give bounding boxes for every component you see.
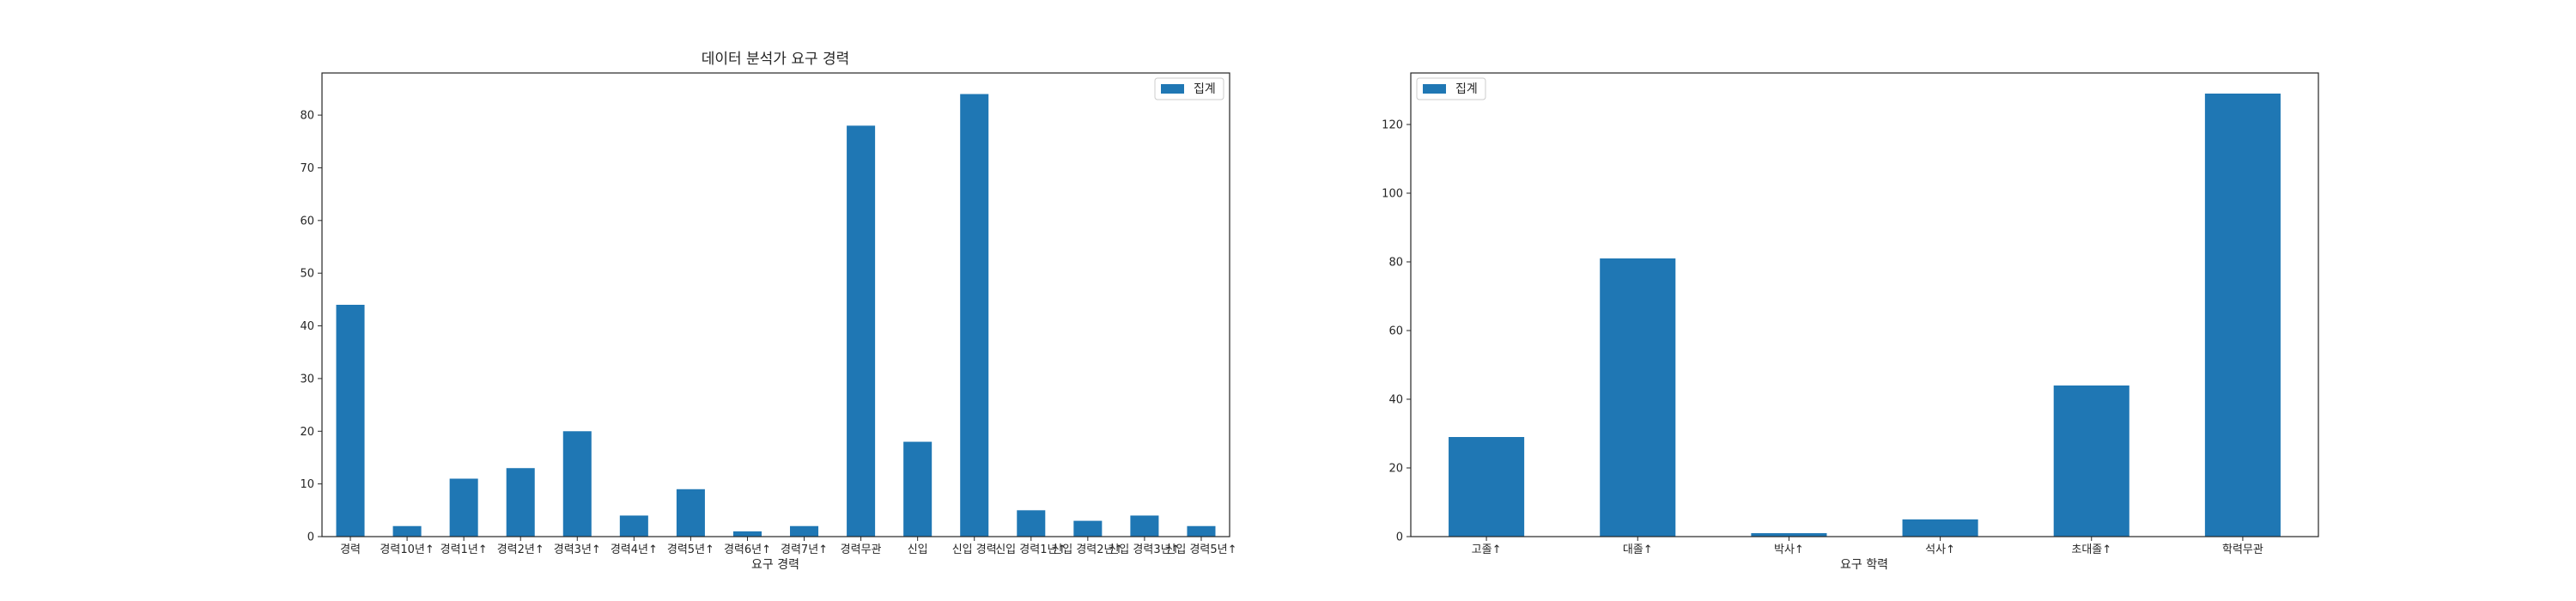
x-tick-label: 석사↑ [1925, 543, 1955, 556]
y-tick-label: 60 [1388, 325, 1403, 338]
bar-5 [619, 515, 648, 537]
experience-chart: 데이터 분석가 요구 경력 경력 경력10년↑ 경력1년↑ 경력2년↑ 경력3년↑ 경력4… [300, 51, 1236, 572]
bar-0 [336, 305, 365, 537]
legend: 집계 [1154, 77, 1224, 100]
legend: 집계 [1416, 77, 1486, 100]
bar-2 [449, 478, 478, 537]
plot-frame [321, 72, 1230, 537]
bar-6 [676, 489, 705, 537]
y-tick-label: 40 [300, 320, 314, 333]
bars [336, 94, 1216, 537]
bar-4 [562, 431, 592, 537]
y-tick-label: 0 [307, 531, 314, 544]
x-tick-label: 박사↑ [1774, 543, 1804, 556]
x-tick-label: 고졸↑ [1472, 543, 1502, 556]
bar-5 [2204, 94, 2281, 537]
bar-10 [903, 441, 933, 537]
bar-8 [790, 525, 819, 537]
y-tick-label: 100 [1382, 188, 1403, 201]
bar-14 [1130, 515, 1159, 537]
x-tick-label: 경력7년↑ [781, 543, 828, 556]
x-tick-label: 신입 경력1년↑ [995, 543, 1066, 556]
ticks: 고졸↑ 대졸↑ 박사↑ 석사↑ 초대졸↑ 학력무관 0 20 40 60 80 100 120 [1382, 119, 2263, 557]
bar-0 [1449, 437, 1525, 537]
x-tick-label: 경력1년↑ [440, 543, 488, 556]
bar-2 [1751, 533, 1827, 537]
x-tick-label: 경력3년↑ [554, 543, 601, 556]
x-tick-label: 경력5년↑ [667, 543, 714, 556]
x-tick-label: 경력4년↑ [611, 543, 658, 556]
legend-label: 집계 [1455, 82, 1478, 96]
y-tick-label: 120 [1382, 119, 1403, 132]
x-tick-label: 초대졸↑ [2071, 543, 2111, 556]
bar-9 [847, 125, 876, 537]
legend-swatch [1423, 84, 1446, 94]
y-tick-label: 60 [300, 215, 314, 228]
bar-3 [506, 468, 535, 537]
x-tick-label: 경력 [340, 543, 361, 556]
y-tick-label: 40 [1388, 394, 1403, 407]
y-tick-label: 30 [300, 373, 314, 385]
x-tick-label: 경력2년↑ [497, 543, 544, 556]
x-tick-label: 학력무관 [2222, 543, 2263, 556]
plot-frame [1410, 72, 2319, 537]
y-tick-label: 20 [300, 426, 314, 439]
bar-15 [1187, 525, 1216, 537]
y-tick-label: 10 [300, 478, 314, 491]
x-tick-label: 경력6년↑ [724, 543, 771, 556]
y-tick-label: 20 [1388, 463, 1403, 476]
chart-title: 데이터 분석가 요구 경력 [702, 51, 850, 68]
legend-swatch [1161, 84, 1184, 94]
x-tick-label: 대졸↑ [1623, 543, 1653, 556]
y-tick-label: 80 [300, 110, 314, 123]
y-tick-label: 70 [300, 162, 314, 175]
bar-1 [1600, 258, 1676, 537]
legend-frame [1416, 77, 1486, 100]
y-tick-label: 0 [1396, 531, 1403, 544]
bar-13 [1073, 520, 1103, 537]
x-tick-label: 신입 [908, 543, 928, 556]
bar-1 [392, 525, 422, 537]
legend-frame [1154, 77, 1224, 100]
y-tick-label: 80 [1388, 257, 1403, 270]
ticks: 경력 경력10년↑ 경력1년↑ 경력2년↑ 경력3년↑ 경력4년↑ 경력5년↑ 경력6년↑ 경력… [300, 110, 1236, 556]
x-axis-label: 요구 경력 [751, 558, 799, 572]
bar-11 [960, 94, 989, 537]
x-tick-label: 경력무관 [841, 543, 882, 556]
bars [1449, 94, 2281, 537]
x-axis-label: 요구 학력 [1840, 558, 1888, 572]
x-tick-label: 신입 경력5년↑ [1165, 543, 1236, 556]
bar-4 [2053, 385, 2129, 537]
x-tick-label: 신입 경력 [952, 543, 997, 556]
legend-label: 집계 [1194, 82, 1216, 96]
x-tick-label: 신입 경력3년↑ [1109, 543, 1180, 556]
education-chart: 고졸↑ 대졸↑ 박사↑ 석사↑ 초대졸↑ 학력무관 0 20 40 60 80 100 120 요구 학… [1382, 72, 2319, 572]
bar-7 [732, 531, 762, 537]
x-tick-label: 신입 경력2년↑ [1052, 543, 1123, 556]
x-tick-label: 경력10년↑ [380, 543, 434, 556]
bar-3 [1902, 519, 1978, 537]
y-tick-label: 50 [300, 268, 314, 281]
bar-12 [1017, 510, 1046, 537]
